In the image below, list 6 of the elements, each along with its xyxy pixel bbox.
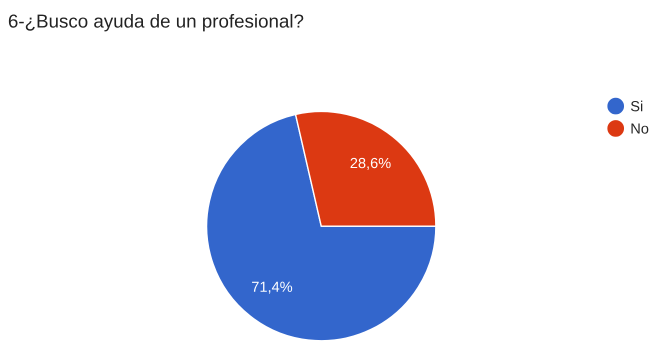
legend-label: Si — [630, 100, 642, 112]
pie-slice — [206, 114, 437, 342]
legend-label: No — [631, 124, 648, 134]
data-label: 28,6% — [350, 158, 391, 170]
data-label: 71,4% — [252, 282, 292, 294]
chart-title: 6-¿Busco ayuda de un profesional? — [8, 14, 304, 32]
